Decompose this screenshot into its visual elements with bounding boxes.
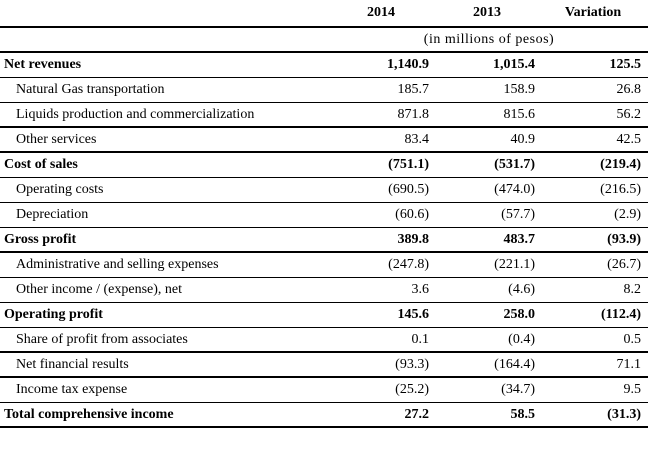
table-row-total-comprehensive-income: Total comprehensive income 27.2 58.5 (31… [0, 402, 648, 427]
row-label: Gross profit [4, 231, 77, 247]
value-2014: (690.5) [388, 181, 429, 197]
value-2014: 389.8 [397, 231, 430, 247]
value-2013: (34.7) [501, 382, 535, 398]
value-2014: (751.1) [388, 157, 429, 173]
row-label: Liquids production and commercialization [16, 106, 255, 122]
value-2013: (57.7) [501, 206, 535, 222]
table-row-administrative-selling-expenses: Administrative and selling expenses (247… [0, 252, 648, 277]
value-variation: (26.7) [607, 257, 641, 273]
table-row-natural-gas-transportation: Natural Gas transportation 185.7 158.9 2… [0, 77, 648, 102]
value-2013: 158.9 [503, 81, 536, 97]
value-2013: 483.7 [503, 231, 536, 247]
value-2013: (4.6) [508, 281, 535, 297]
units-row: (in millions of pesos) [0, 27, 648, 52]
value-variation: (2.9) [614, 206, 641, 222]
row-label: Cost of sales [4, 157, 78, 173]
table-row-other-income-expense-net: Other income / (expense), net 3.6 (4.6) … [0, 277, 648, 302]
value-2013: (221.1) [494, 257, 535, 273]
row-label: Depreciation [16, 206, 89, 222]
row-label: Operating profit [4, 306, 103, 322]
value-2014: 145.6 [397, 306, 430, 322]
row-label: Share of profit from associates [16, 331, 188, 347]
value-2013: 58.5 [510, 406, 536, 422]
value-variation: 26.8 [616, 81, 642, 97]
table-row-gross-profit: Gross profit 389.8 483.7 (93.9) [0, 227, 648, 252]
income-statement-table: 2014 2013 Variation (in millions of peso… [0, 0, 648, 427]
value-2014: 3.6 [411, 281, 430, 297]
value-2013: 815.6 [503, 106, 536, 122]
value-variation: (93.9) [607, 231, 641, 247]
row-label: Operating costs [16, 181, 104, 197]
value-2013: 40.9 [510, 131, 536, 147]
value-2014: 185.7 [397, 81, 430, 97]
row-label: Administrative and selling expenses [16, 257, 219, 273]
value-variation: 0.5 [623, 331, 642, 347]
table-row-operating-costs: Operating costs (690.5) (474.0) (216.5) [0, 177, 648, 202]
row-label: Natural Gas transportation [16, 81, 165, 97]
table-row-liquids-production: Liquids production and commercialization… [0, 102, 648, 127]
table-row-other-services: Other services 83.4 40.9 42.5 [0, 127, 648, 152]
value-variation: 9.5 [623, 382, 642, 398]
value-variation: 56.2 [616, 106, 642, 122]
value-variation: 42.5 [616, 131, 642, 147]
value-2014: (247.8) [388, 257, 429, 273]
table-header-row: 2014 2013 Variation [0, 0, 648, 27]
value-2013: 258.0 [503, 306, 536, 322]
value-2013: (531.7) [494, 157, 535, 173]
value-2014: 83.4 [404, 131, 430, 147]
value-2013: 1,015.4 [493, 57, 535, 73]
units-note: (in millions of pesos) [423, 31, 555, 47]
row-label: Net financial results [16, 356, 129, 372]
row-label: Other services [16, 131, 97, 147]
row-label: Net revenues [4, 57, 82, 73]
value-variation: (219.4) [600, 157, 641, 173]
table-row-operating-profit: Operating profit 145.6 258.0 (112.4) [0, 302, 648, 327]
value-2013: (164.4) [494, 356, 535, 372]
header-spacer-cell [0, 0, 330, 27]
table-row-net-financial-results: Net financial results (93.3) (164.4) 71.… [0, 352, 648, 377]
units-spacer-cell [0, 27, 330, 52]
value-variation: (216.5) [600, 181, 641, 197]
table-row-net-revenues: Net revenues 1,140.9 1,015.4 125.5 [0, 52, 648, 77]
value-2014: (25.2) [395, 382, 429, 398]
table-row-income-tax-expense: Income tax expense (25.2) (34.7) 9.5 [0, 377, 648, 402]
value-variation: 8.2 [623, 281, 642, 297]
value-2014: 0.1 [411, 331, 430, 347]
table-row-share-of-profit-from-associates: Share of profit from associates 0.1 (0.4… [0, 327, 648, 352]
value-2014: 1,140.9 [387, 57, 429, 73]
column-header-2014: 2014 [367, 5, 395, 21]
value-2014: 871.8 [397, 106, 430, 122]
value-2014: 27.2 [404, 406, 430, 422]
value-variation: 125.5 [609, 57, 642, 73]
value-variation: (31.3) [607, 406, 641, 422]
table-row-cost-of-sales: Cost of sales (751.1) (531.7) (219.4) [0, 152, 648, 177]
value-2014: (93.3) [395, 356, 429, 372]
value-variation: 71.1 [616, 356, 642, 372]
column-header-2013: 2013 [473, 5, 501, 21]
value-2013: (474.0) [494, 181, 535, 197]
row-label: Other income / (expense), net [16, 281, 182, 297]
row-label: Total comprehensive income [4, 406, 174, 422]
column-header-variation: Variation [564, 5, 622, 21]
row-label: Income tax expense [16, 382, 128, 398]
value-variation: (112.4) [600, 306, 641, 322]
table-row-depreciation: Depreciation (60.6) (57.7) (2.9) [0, 202, 648, 227]
value-2013: (0.4) [508, 331, 535, 347]
value-2014: (60.6) [395, 206, 429, 222]
